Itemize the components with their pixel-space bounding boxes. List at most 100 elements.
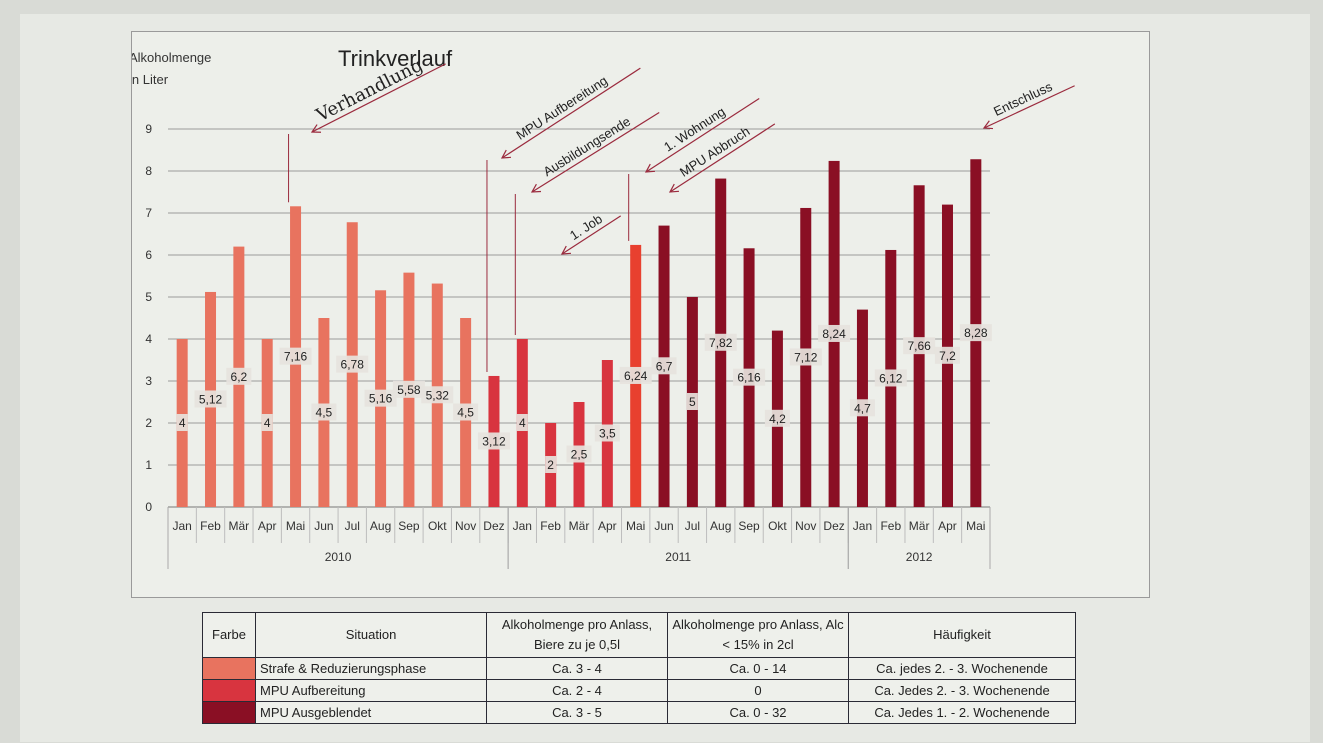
data-label-bg xyxy=(594,424,620,442)
x-tick-label: Jan xyxy=(513,519,532,533)
data-label-bg xyxy=(959,324,992,342)
data-label: 4 xyxy=(264,416,271,430)
data-label-bg xyxy=(849,399,875,417)
data-label: 4,7 xyxy=(854,401,871,415)
y-tick-label: 8 xyxy=(145,164,152,178)
x-tick-label: Feb xyxy=(880,519,901,533)
data-label-bg xyxy=(453,403,479,421)
y-tick-label: 6 xyxy=(145,248,152,262)
data-label: 5,12 xyxy=(199,392,223,406)
x-tick-label: Jul xyxy=(685,519,700,533)
data-label-bg xyxy=(619,366,652,384)
data-label: 4 xyxy=(179,416,186,430)
data-label-bg xyxy=(934,346,960,364)
y-tick-label: 4 xyxy=(145,332,152,346)
year-label: 2012 xyxy=(906,550,933,564)
x-tick-label: Jul xyxy=(345,519,360,533)
y-tick-label: 2 xyxy=(145,416,152,430)
color-swatch xyxy=(202,701,256,724)
x-tick-label: Sep xyxy=(398,519,420,533)
chart-area: 0 1 2 3 4 5 6 7 8 9 Trinkverlauf Alkoholmenge in Lit… xyxy=(131,31,1150,598)
data-label: 6,24 xyxy=(624,369,648,383)
x-tick-label: Mär xyxy=(909,519,930,533)
x-tick-label: Okt xyxy=(428,519,447,533)
x-tick-label: Apr xyxy=(598,519,617,533)
data-label: 6,12 xyxy=(879,371,903,385)
x-tick-label: Mai xyxy=(966,519,985,533)
y-tick-label: 0 xyxy=(145,500,152,514)
legend-row: MPU Aufbereitung Ca. 2 - 4 0 Ca. Jedes 2… xyxy=(202,679,1076,702)
x-tick-label: Mär xyxy=(229,519,250,533)
data-label: 3,5 xyxy=(599,427,616,441)
x-tick-label: Dez xyxy=(823,519,844,533)
bier-cell: Ca. 3 - 4 xyxy=(486,657,668,680)
color-swatch xyxy=(202,679,256,702)
bier-cell: Ca. 3 - 5 xyxy=(486,701,668,724)
data-label: 7,12 xyxy=(794,350,818,364)
bier-cell: Ca. 2 - 4 xyxy=(486,679,668,702)
legend-row: MPU Ausgeblendet Ca. 3 - 5 Ca. 0 - 32 Ca… xyxy=(202,701,1076,724)
data-label-bg xyxy=(686,393,698,410)
chart-title: Trinkverlauf xyxy=(338,46,453,71)
header-haeufigkeit: Häufigkeit xyxy=(848,612,1076,658)
alc-cell: Ca. 0 - 32 xyxy=(667,701,849,724)
data-label-bg xyxy=(392,380,425,398)
data-label-bg xyxy=(194,390,227,408)
legend-row: Strafe & Reduzierungsphase Ca. 3 - 4 Ca.… xyxy=(202,657,1076,680)
haeufigkeit-cell: Ca. Jedes 1. - 2. Wochenende xyxy=(848,701,1076,724)
y-tick-label: 7 xyxy=(145,206,152,220)
annotation-arrow xyxy=(645,97,760,173)
data-label: 4,5 xyxy=(457,406,474,420)
data-label-bg xyxy=(874,369,907,387)
annotation-arrow xyxy=(531,112,660,193)
data-label: 4,5 xyxy=(316,406,333,420)
data-label-bg xyxy=(545,456,557,473)
x-tick-label: Feb xyxy=(540,519,561,533)
x-tick-label: Nov xyxy=(795,519,816,533)
annotation-arrowhead xyxy=(560,245,572,255)
data-label-bg xyxy=(477,432,510,450)
bar-chart: 0 1 2 3 4 5 6 7 8 9 Trinkverlauf Alkoholmenge in Lit… xyxy=(132,46,1075,569)
data-label: 3,12 xyxy=(482,434,506,448)
y-axis-label: in Liter xyxy=(132,72,169,87)
situation-cell: MPU Ausgeblendet xyxy=(255,701,487,724)
y-tick-label: 1 xyxy=(145,458,152,472)
x-tick-label: Feb xyxy=(200,519,221,533)
x-tick-label: Apr xyxy=(258,519,277,533)
x-tick-label: Mai xyxy=(286,519,305,533)
x-tick-label: Jan xyxy=(853,519,872,533)
haeufigkeit-cell: Ca. jedes 2. - 3. Wochenende xyxy=(848,657,1076,680)
data-label: 5,16 xyxy=(369,392,393,406)
data-label: 6,16 xyxy=(737,371,761,385)
data-label-bg xyxy=(733,368,766,386)
data-label-bg xyxy=(261,414,273,431)
data-label-bg xyxy=(903,337,936,355)
x-tick-label: Jun xyxy=(314,519,333,533)
color-swatch xyxy=(202,657,256,680)
data-label: 5 xyxy=(689,395,696,409)
data-label-bg xyxy=(364,389,397,407)
situation-cell: MPU Aufbereitung xyxy=(255,679,487,702)
alc-cell: 0 xyxy=(667,679,849,702)
x-tick-label: Jan xyxy=(172,519,191,533)
data-label-bg xyxy=(279,347,312,365)
annotation-arrow xyxy=(561,215,622,255)
data-label-bg xyxy=(704,333,737,351)
annotation-arrow xyxy=(983,85,1075,129)
x-tick-label: Mär xyxy=(569,519,590,533)
legend-header-row: Farbe Situation Alkoholmenge pro Anlass,… xyxy=(202,612,1076,658)
data-label: 6,2 xyxy=(231,370,248,384)
haeufigkeit-cell: Ca. Jedes 2. - 3. Wochenende xyxy=(848,679,1076,702)
data-label: 8,24 xyxy=(822,327,846,341)
annotation-arrowhead xyxy=(310,124,322,133)
legend-table: Farbe Situation Alkoholmenge pro Anlass,… xyxy=(202,612,1076,724)
data-label-bg xyxy=(311,403,337,421)
data-label-bg xyxy=(421,386,454,404)
header-farbe: Farbe xyxy=(202,612,256,658)
data-label: 4 xyxy=(519,416,526,430)
data-label-bg xyxy=(818,324,851,342)
data-label: 7,66 xyxy=(907,339,931,353)
x-tick-label: Aug xyxy=(370,519,391,533)
data-label: 4,2 xyxy=(769,412,786,426)
situation-cell: Strafe & Reduzierungsphase xyxy=(255,657,487,680)
